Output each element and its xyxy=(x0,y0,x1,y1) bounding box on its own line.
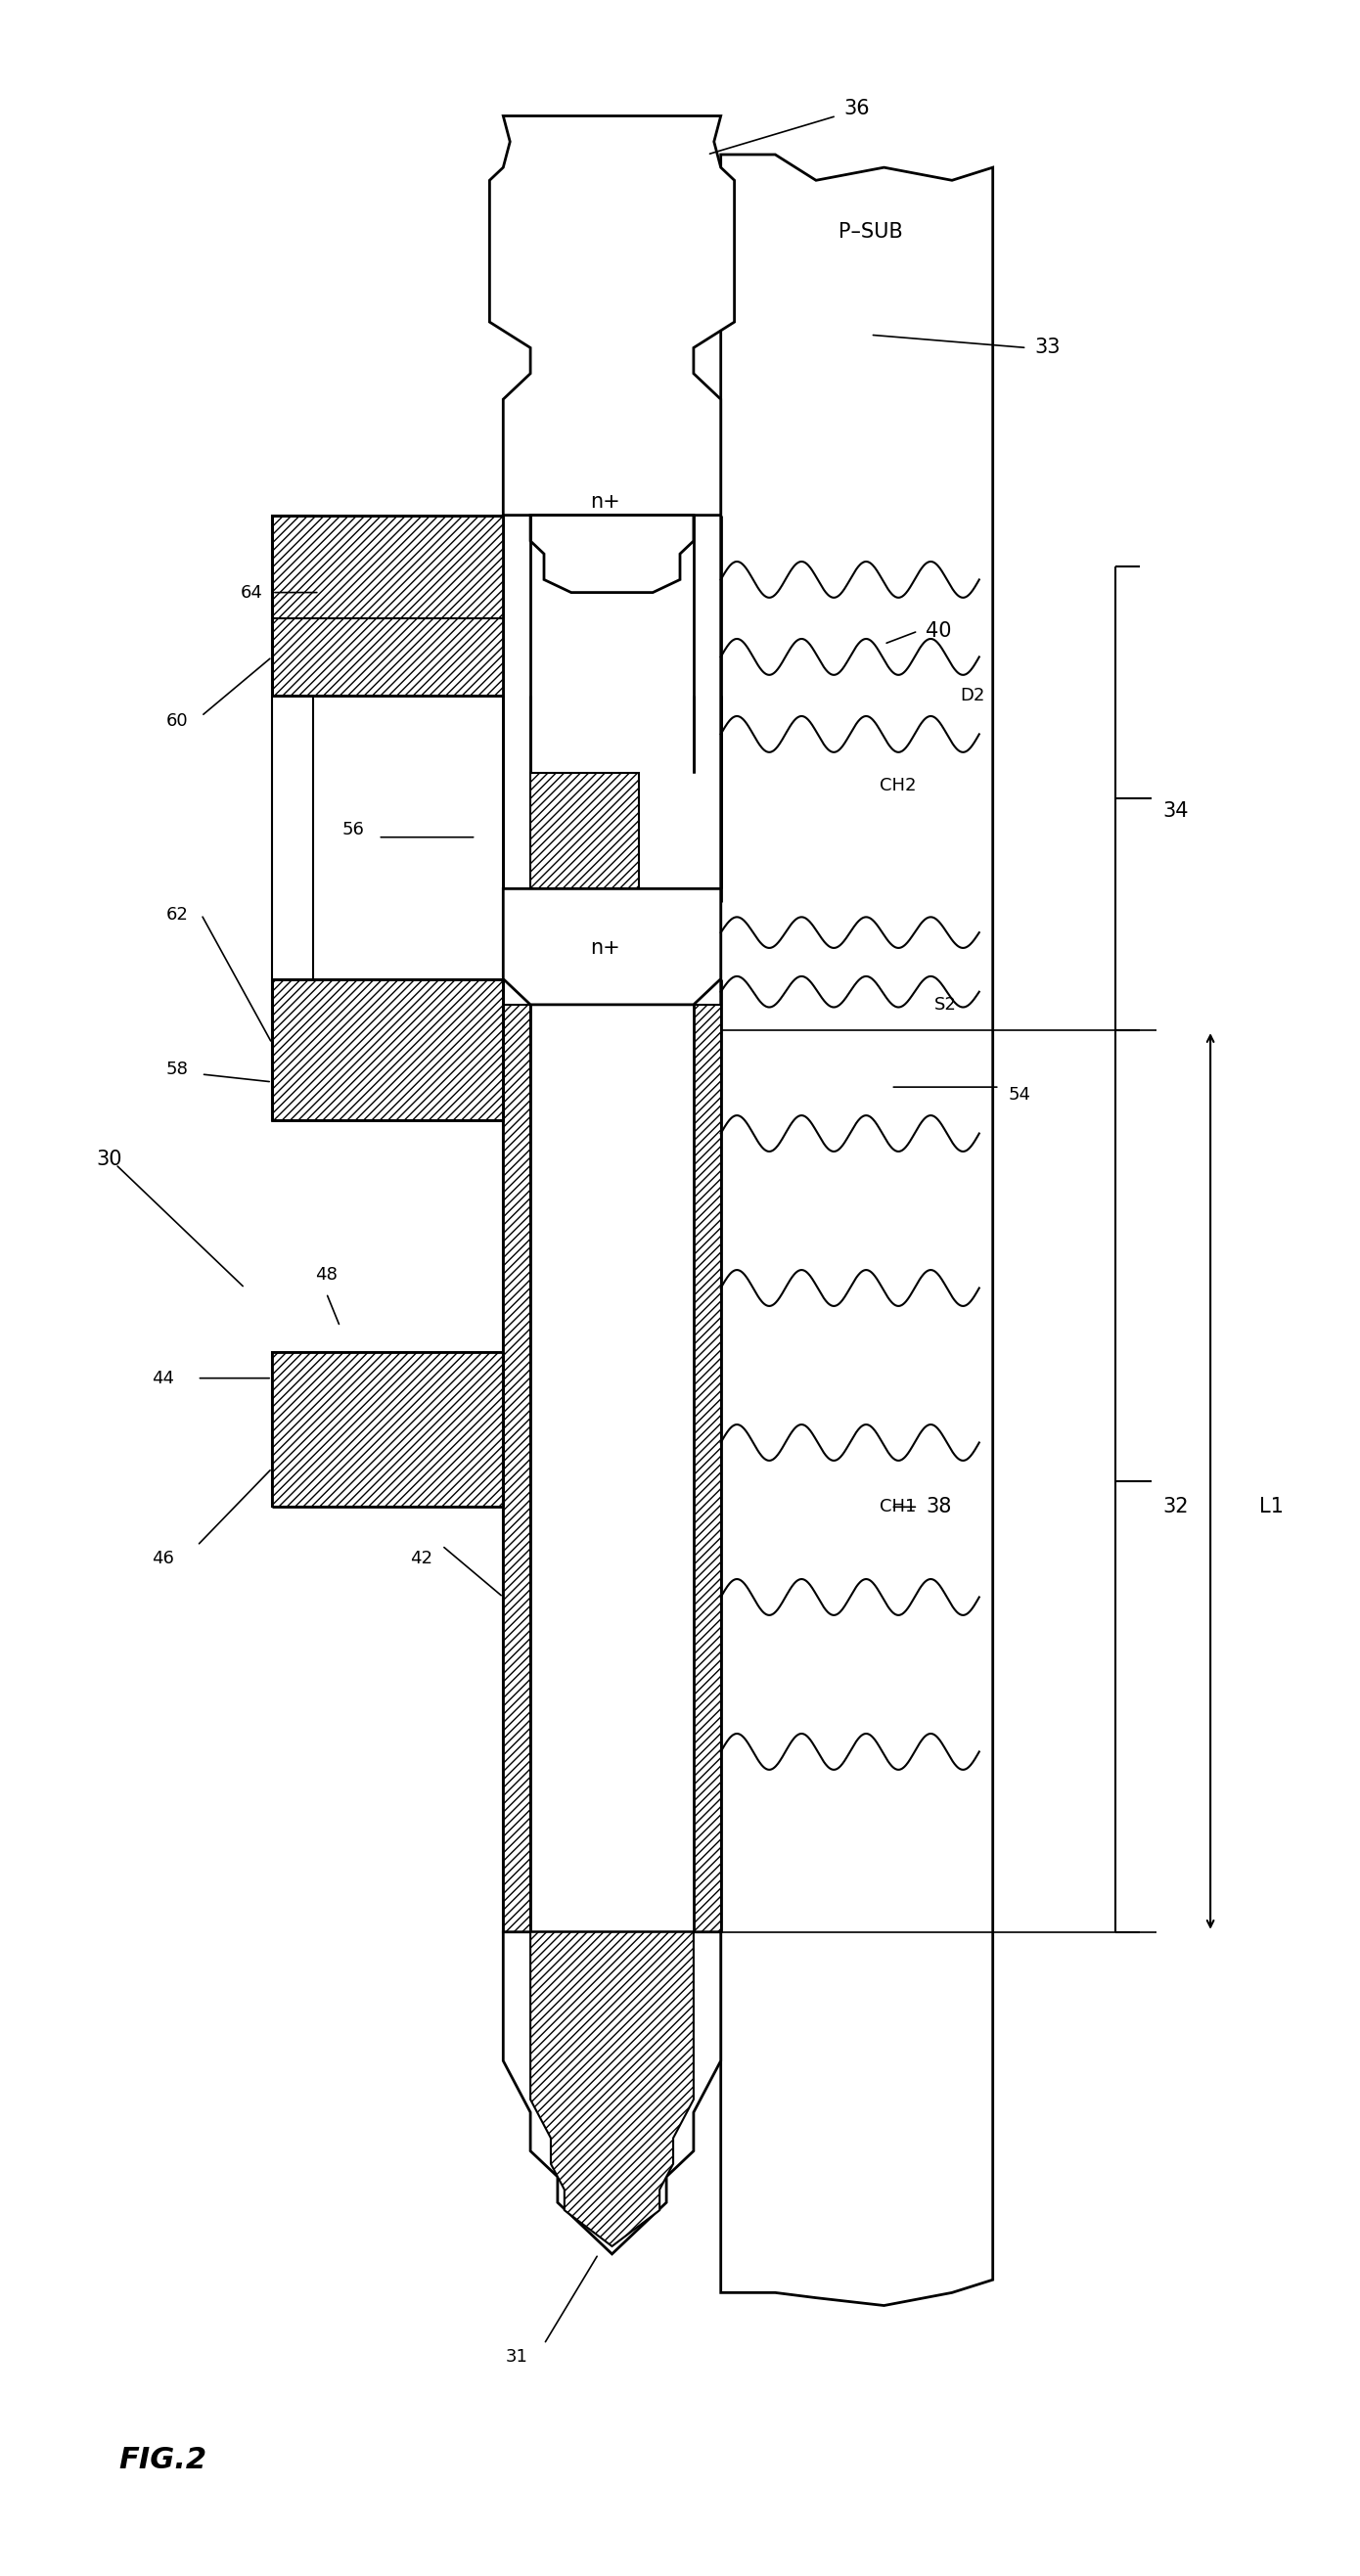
Text: 40: 40 xyxy=(925,621,952,641)
Bar xyxy=(272,1352,503,1507)
Bar xyxy=(272,979,503,1121)
Polygon shape xyxy=(530,1932,694,2246)
Text: CH2: CH2 xyxy=(880,778,915,793)
Text: 64: 64 xyxy=(241,585,262,600)
Text: 46: 46 xyxy=(152,1551,174,1566)
Text: 36: 36 xyxy=(843,98,870,118)
Text: 58: 58 xyxy=(166,1061,188,1077)
Text: n+: n+ xyxy=(590,938,620,958)
Polygon shape xyxy=(490,116,734,515)
Bar xyxy=(694,1005,721,1932)
Text: 32: 32 xyxy=(1163,1497,1189,1517)
Text: 33: 33 xyxy=(1034,337,1061,358)
Bar xyxy=(530,773,639,889)
Text: 31: 31 xyxy=(506,2349,528,2365)
Text: 54: 54 xyxy=(1009,1087,1031,1103)
Text: FIG.2: FIG.2 xyxy=(120,2445,207,2476)
Text: 62: 62 xyxy=(166,907,188,922)
Text: 44: 44 xyxy=(152,1370,174,1386)
Bar xyxy=(530,1005,694,1932)
Text: 56: 56 xyxy=(343,822,364,837)
Polygon shape xyxy=(503,889,721,1005)
Text: 42: 42 xyxy=(411,1551,432,1566)
Bar xyxy=(272,515,313,1121)
Text: 38: 38 xyxy=(926,1497,951,1517)
Bar xyxy=(272,515,503,696)
Text: 60: 60 xyxy=(166,714,188,729)
Text: n+: n+ xyxy=(590,492,620,513)
Text: 30: 30 xyxy=(95,1149,122,1170)
Polygon shape xyxy=(503,1932,721,2254)
Text: D2: D2 xyxy=(960,688,985,703)
Bar xyxy=(503,1005,530,1932)
Text: P–SUB: P–SUB xyxy=(838,222,903,242)
Text: S2: S2 xyxy=(934,997,956,1012)
Text: 48: 48 xyxy=(316,1267,337,1283)
Text: CH1: CH1 xyxy=(880,1499,915,1515)
Polygon shape xyxy=(721,155,993,2306)
Polygon shape xyxy=(530,515,694,592)
Text: 34: 34 xyxy=(1163,801,1189,822)
Text: L1: L1 xyxy=(1259,1497,1284,1517)
